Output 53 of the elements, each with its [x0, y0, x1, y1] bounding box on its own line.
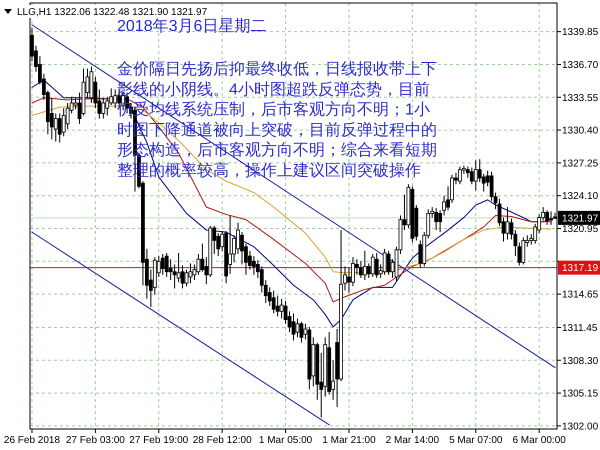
- candlestick: [506, 206, 510, 240]
- ref-line-label: 1317.19: [562, 263, 599, 274]
- x-tick-label: 6 Mar 00:00: [512, 435, 566, 446]
- ref-line-label: 1321.97: [562, 213, 599, 224]
- candlestick: [382, 248, 387, 276]
- y-tick-label: 1302.00: [562, 421, 599, 432]
- candlestick: [358, 260, 363, 278]
- y-tick-label: 1314.65: [562, 290, 599, 301]
- x-tick-label: 5 Mar 07:00: [449, 435, 503, 446]
- candlestick: [482, 173, 486, 192]
- candlestick: [386, 250, 390, 276]
- candlestick: [101, 97, 106, 120]
- candlestick: [272, 290, 276, 314]
- candlestick: [347, 267, 351, 294]
- candlestick: [521, 236, 526, 265]
- candlestick: [292, 312, 296, 341]
- candlestick: [164, 252, 169, 278]
- candlestick: [296, 318, 300, 338]
- y-tick-label: 1311.45: [562, 322, 598, 334]
- y-tick-label: 1324.10: [562, 191, 599, 202]
- y-tick-label: 1333.55: [562, 92, 599, 104]
- y-tick-label: 1336.70: [562, 60, 599, 71]
- candlestick: [160, 254, 165, 276]
- text: 2018年3月6日星期二: [117, 17, 266, 35]
- y-tick-label: 1339.85: [562, 27, 599, 38]
- candlestick: [362, 250, 367, 281]
- candlestick: [470, 167, 474, 185]
- x-tick-label: 26 Feb 2018: [4, 435, 60, 446]
- y-tick-label: 1320.95: [562, 224, 599, 235]
- candlestick: [300, 321, 304, 344]
- candlestick: [474, 160, 478, 191]
- candlestick: [370, 254, 375, 278]
- candlestick: [549, 210, 553, 226]
- candlestick: [545, 210, 549, 226]
- x-tick-label: 28 Feb 12:00: [192, 435, 252, 446]
- candlestick: [374, 252, 379, 278]
- x-tick-label: 27 Feb 03:00: [66, 435, 126, 446]
- candlestick: [228, 214, 232, 274]
- candlestick: [113, 88, 118, 109]
- y-tick-label: 1327.25: [562, 158, 599, 170]
- y-tick-label: 1305.15: [562, 388, 599, 400]
- y-tick-label: 1330.40: [562, 126, 599, 137]
- candlestick: [458, 166, 462, 185]
- y-tick-label: 1308.30: [562, 356, 599, 367]
- x-tick-label: 1 Mar 05:00: [258, 435, 313, 446]
- annotation: LLG,H1 1322.06 1322.48 1321.90 1321.97: [17, 7, 208, 18]
- candlestick: [188, 262, 192, 284]
- x-tick-label: 1 Mar 21:00: [322, 435, 376, 446]
- candlestick: [276, 295, 280, 318]
- x-tick-label: 2 Mar 14:00: [386, 435, 440, 446]
- candlestick: [434, 208, 438, 231]
- line-series: [31, 97, 552, 302]
- x-tick-label: 27 Feb 19:00: [129, 435, 189, 446]
